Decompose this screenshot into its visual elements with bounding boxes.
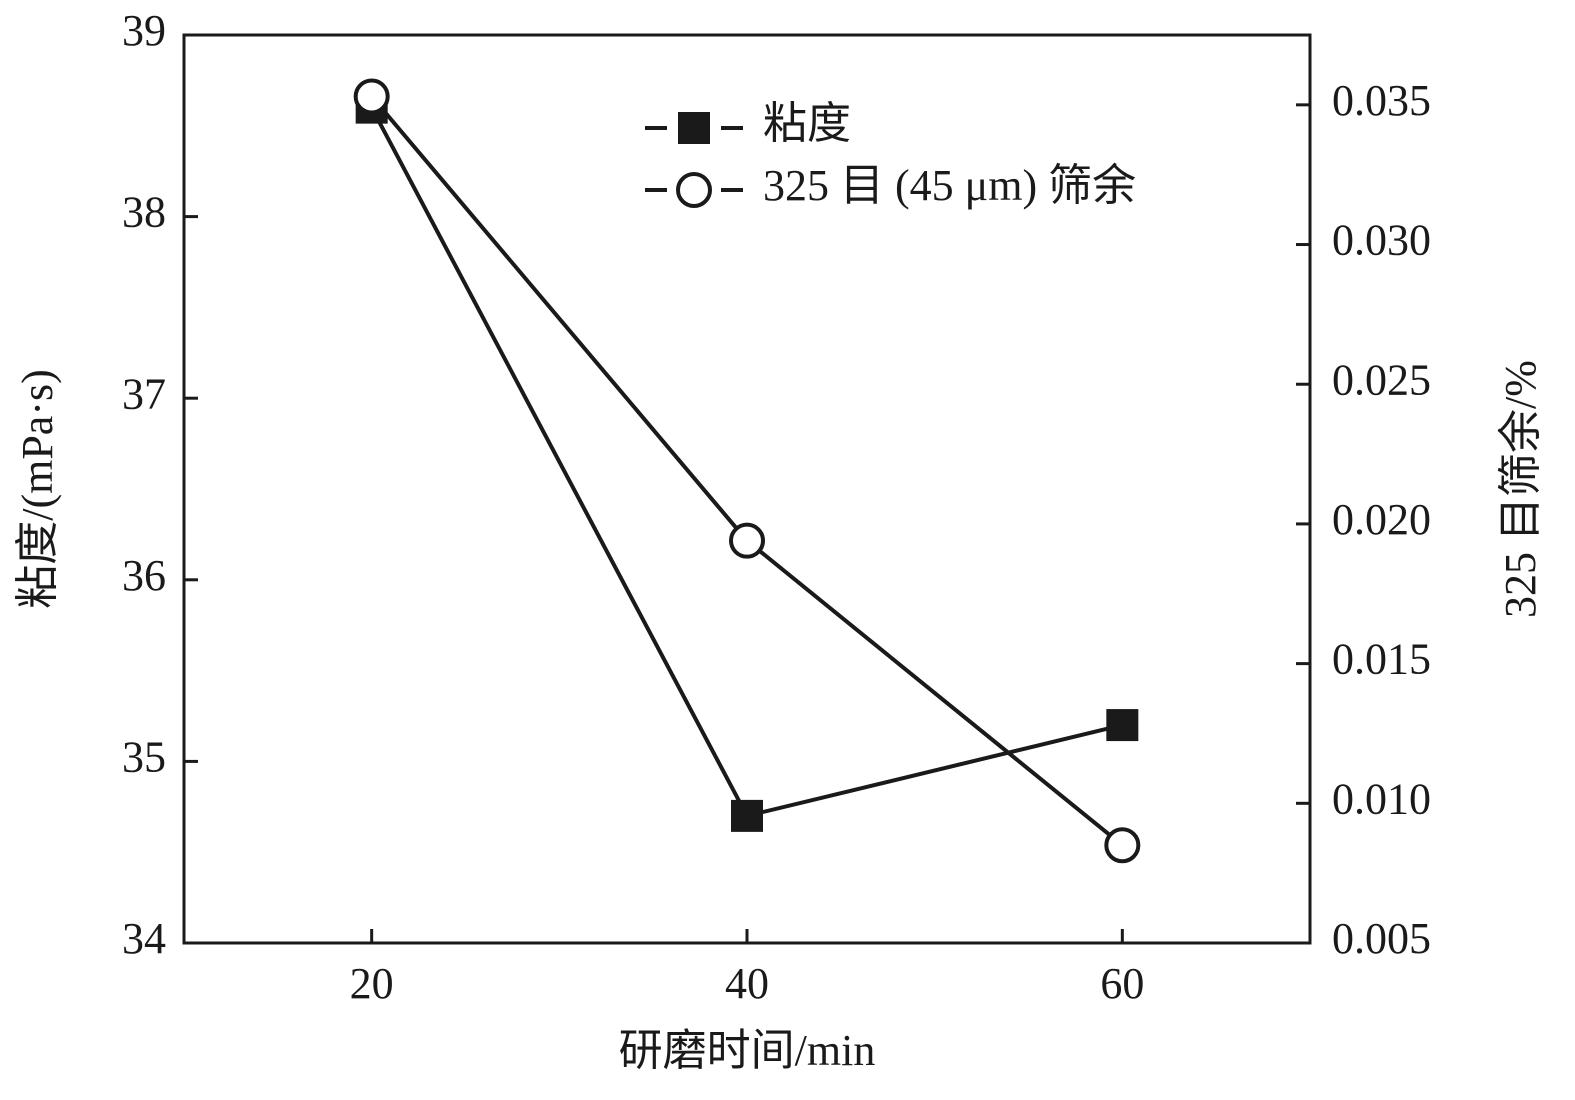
y2-axis-label: 325 目筛余/% <box>1496 360 1545 618</box>
y2-tick-label: 0.025 <box>1332 355 1431 404</box>
y-tick-label: 38 <box>122 188 166 237</box>
legend-label: 粘度 <box>763 99 851 148</box>
x-tick-label: 40 <box>725 959 769 1008</box>
data-point <box>729 522 765 559</box>
x-tick-label: 20 <box>350 959 394 1008</box>
y2-tick-label: 0.015 <box>1332 635 1431 684</box>
data-point <box>731 799 763 832</box>
data-point <box>353 78 390 115</box>
y2-tick-label: 0.035 <box>1332 76 1431 125</box>
y-tick-label: 39 <box>122 6 166 55</box>
legend-label: 325 目 (45 μm) 筛余 <box>763 161 1136 210</box>
legend-marker <box>676 172 712 208</box>
legend-marker <box>678 112 710 144</box>
y2-tick-label: 0.030 <box>1332 216 1431 265</box>
data-point <box>1104 827 1141 864</box>
series-line <box>369 106 1123 819</box>
y-tick-label: 35 <box>122 732 166 781</box>
y-tick-label: 37 <box>122 369 166 418</box>
x-axis-label: 研磨时间/min <box>619 1026 876 1075</box>
x-tick-label: 60 <box>1100 959 1144 1008</box>
data-point <box>1106 709 1139 742</box>
y2-tick-label: 0.020 <box>1332 495 1431 544</box>
y-tick-label: 34 <box>122 914 166 963</box>
y-axis-label: 粘度/(mPa·s) <box>13 369 62 609</box>
y2-tick-label: 0.005 <box>1332 914 1431 963</box>
y-tick-label: 36 <box>122 551 166 600</box>
y2-tick-label: 0.010 <box>1332 774 1431 823</box>
